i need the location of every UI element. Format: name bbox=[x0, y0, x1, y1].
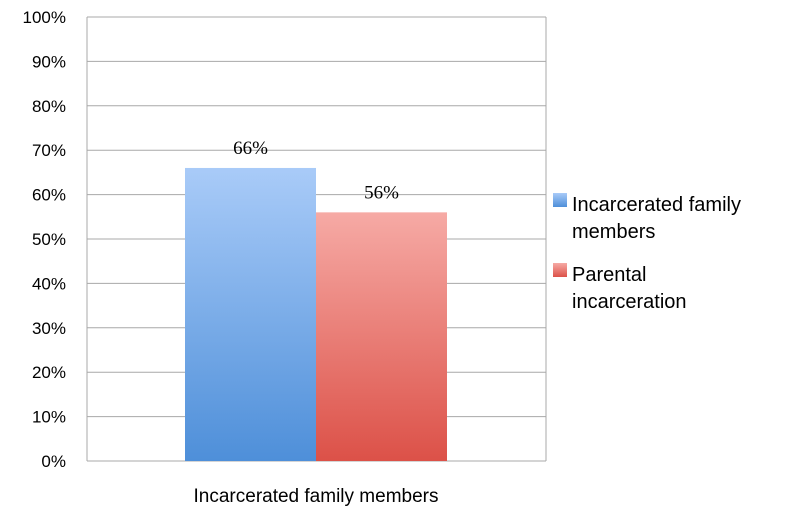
legend-label: Incarcerated family bbox=[572, 194, 741, 216]
y-tick-label: 30% bbox=[32, 319, 66, 338]
bar-data-label: 66% bbox=[233, 138, 268, 159]
y-tick-label: 0% bbox=[41, 452, 66, 471]
y-tick-label: 10% bbox=[32, 408, 66, 427]
legend-swatch bbox=[553, 193, 567, 207]
x-category-label: Incarcerated family members bbox=[194, 486, 439, 507]
y-tick-label: 40% bbox=[32, 274, 66, 293]
legend-swatch bbox=[553, 263, 567, 277]
y-tick-label: 90% bbox=[32, 52, 66, 71]
bar bbox=[185, 167, 316, 461]
legend-label: Parental bbox=[572, 264, 647, 286]
y-tick-label: 20% bbox=[32, 363, 66, 382]
legend-label: incarceration bbox=[572, 291, 687, 313]
bar bbox=[316, 212, 447, 461]
y-tick-label: 70% bbox=[32, 141, 66, 160]
y-tick-label: 50% bbox=[32, 230, 66, 249]
plot-area: 0% 10% 20% 30% 40% 50% 60% 70% 80% 90% 100% 66% 56% I… bbox=[23, 8, 547, 507]
legend-label: members bbox=[572, 221, 655, 243]
y-tick-label: 80% bbox=[32, 97, 66, 116]
bar-data-label: 56% bbox=[364, 182, 399, 203]
y-tick-label: 100% bbox=[23, 8, 66, 27]
legend: Incarcerated family members Parental incarc… bbox=[553, 193, 741, 313]
y-tick-label: 60% bbox=[32, 186, 66, 205]
